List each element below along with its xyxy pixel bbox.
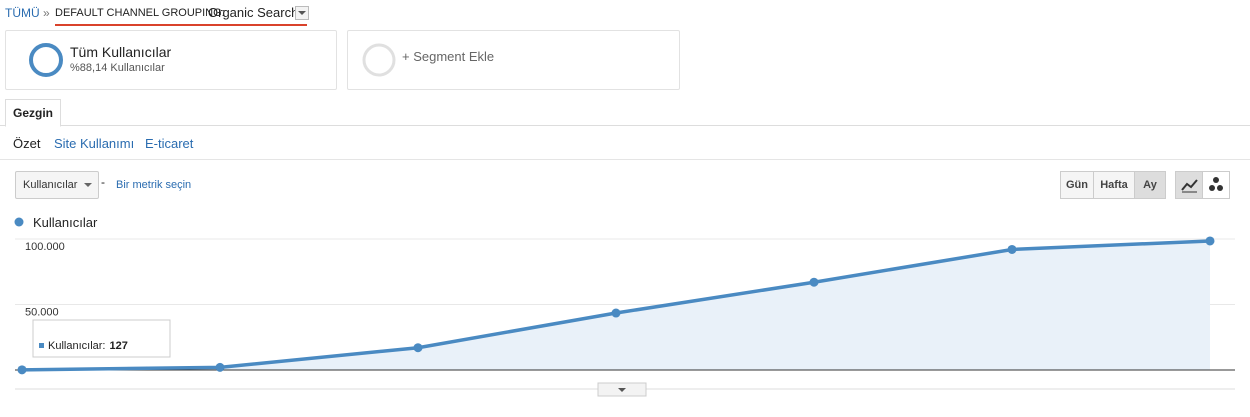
breadcrumb-separator: » [43, 6, 50, 20]
point [611, 308, 621, 318]
point [809, 277, 819, 287]
breadcrumb-dimension: DEFAULT CHANNEL GROUPING: [55, 7, 225, 19]
segment-add-label: + Segment Ekle [402, 49, 495, 64]
legend-marker [14, 217, 24, 227]
segment-icon [29, 43, 63, 77]
segment-title: Tüm Kullanıcılar [70, 44, 172, 60]
subtab[interactable]: Site Kullanımı [54, 136, 135, 151]
segment-card[interactable]: Tüm Kullanıcılar %88,14 Kullanıcılar [5, 30, 337, 90]
segment-subtitle: %88,14 Kullanıcılar [70, 62, 165, 74]
metric-link[interactable]: Bir metrik seçin [116, 179, 192, 191]
period-button[interactable]: Hafta [1093, 171, 1135, 199]
tab-rule [0, 125, 1250, 126]
tooltip-value: 127 [109, 340, 127, 352]
period-button[interactable]: Ay [1134, 171, 1166, 199]
point [215, 362, 225, 372]
dropdown-arrow[interactable] [295, 6, 309, 20]
tooltip-box [32, 319, 171, 358]
tooltip: Kullanıcılar: 127 [32, 319, 171, 358]
breadcrumb-root[interactable]: TÜMÜ [5, 6, 40, 20]
point [17, 365, 27, 375]
metric-dropdown[interactable]: Kullanıcılar [15, 171, 99, 199]
metric-separator: - [101, 175, 105, 189]
breadcrumb-value[interactable]: Organic Search [208, 5, 299, 20]
underline [55, 24, 307, 26]
line-chart-button[interactable] [1175, 171, 1203, 199]
motion-chart-button[interactable] [1202, 171, 1230, 199]
tooltip-marker [39, 343, 44, 348]
tooltip-label: Kullanıcılar: [48, 340, 105, 352]
segment-icon [362, 43, 396, 77]
legend-label: Kullanıcılar [33, 215, 98, 230]
tooltip-text: Kullanıcılar: 127 [48, 340, 128, 352]
tab[interactable]: Gezgin [5, 99, 61, 127]
subtab-rule [0, 159, 1250, 160]
metric-selected: Kullanıcılar [23, 179, 78, 191]
y-tick-label: 50.000 [25, 307, 59, 319]
chart: Kullanıcılar 50.000 100.000 Kullanıcılar: 12… [14, 215, 1235, 397]
point [413, 343, 423, 353]
y-tick-label: 100.000 [25, 241, 65, 253]
subtab[interactable]: E-ticaret [145, 136, 194, 151]
collapse-arrow [618, 388, 626, 392]
period-button[interactable]: Gün [1060, 171, 1094, 199]
point [1007, 244, 1017, 254]
dropdown-arrow [84, 183, 92, 187]
segment-add[interactable]: + Segment Ekle [347, 30, 680, 90]
point [1205, 236, 1215, 246]
collapse-handle[interactable] [597, 382, 647, 397]
area [22, 240, 1210, 370]
subtab[interactable]: Özet [13, 136, 41, 151]
